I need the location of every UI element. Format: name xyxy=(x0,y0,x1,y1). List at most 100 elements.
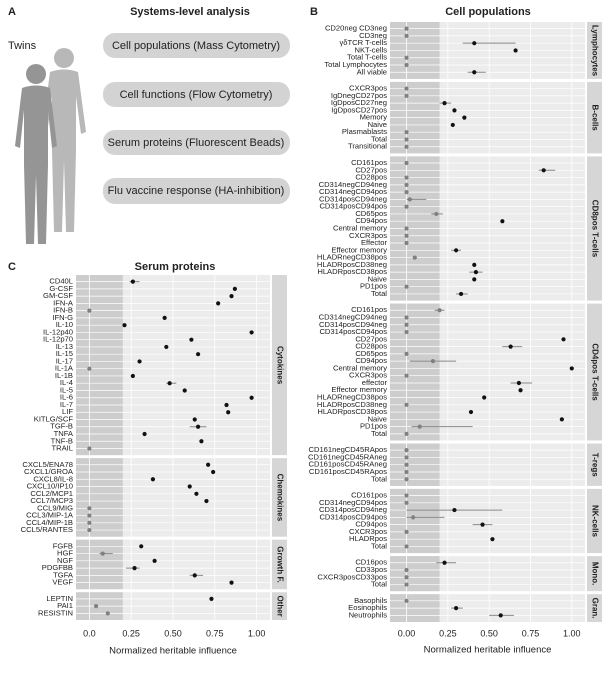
shaded-region xyxy=(76,539,123,590)
row-label: CD161negCD45RApos xyxy=(308,445,387,454)
row-label: PD1pos xyxy=(360,422,387,431)
dot xyxy=(442,101,447,106)
row-label: Effector xyxy=(361,238,388,247)
row-label: CCL3/MIP-1A xyxy=(26,511,74,520)
row-label: CXCL1/GROA xyxy=(24,467,74,476)
row-label: CD3neg xyxy=(359,31,387,40)
dot xyxy=(216,301,221,306)
diagram-title: Systems-level analysis xyxy=(130,6,250,18)
row-label: CD16pos xyxy=(355,558,387,567)
row-label: IgDnegCD27pos xyxy=(331,91,387,100)
row-label: Total xyxy=(371,474,387,483)
facet-strip xyxy=(587,156,602,301)
dot xyxy=(452,507,457,513)
box-label: Flu vaccine response (HA-inhibition) xyxy=(108,185,285,197)
row-label: TGFA xyxy=(53,570,74,579)
dot xyxy=(472,277,477,282)
dot xyxy=(137,359,142,364)
x-tick-label: 0.25 xyxy=(122,628,140,638)
row-label: CXCL8/IL-8 xyxy=(33,474,73,483)
row-label: Total Lymphocytes xyxy=(324,60,387,69)
dot xyxy=(404,462,409,467)
dot xyxy=(454,605,459,611)
silhouette-front xyxy=(15,64,57,244)
box-label: Serum proteins (Fluorescent Beads) xyxy=(108,137,285,149)
facet-label: Lymphocytes xyxy=(590,25,599,77)
row-label: Transitional xyxy=(348,142,387,151)
row-label: IL-7 xyxy=(60,400,73,409)
row-label: Total xyxy=(371,289,387,298)
dot xyxy=(195,352,201,357)
row-label: CD161negCD45RAneg xyxy=(308,452,387,461)
dot xyxy=(404,204,409,209)
row-label: γδTCR T-cells xyxy=(339,38,387,47)
dot xyxy=(404,240,409,246)
dot xyxy=(164,344,169,350)
row-label: Central memory xyxy=(333,363,387,372)
row-label: VEGF xyxy=(52,578,73,587)
chart-title: Cell populations xyxy=(445,6,531,18)
dot xyxy=(192,573,197,578)
row-label: CD314negCD94neg xyxy=(319,313,387,322)
row-label: NKT-cells xyxy=(355,45,388,54)
row-label: CCL7/MCP3 xyxy=(30,496,73,505)
dot xyxy=(430,359,436,364)
row-label: CD20neg CD3neg xyxy=(325,24,387,33)
row-label: LIF xyxy=(62,407,73,416)
row-label: Neutrophils xyxy=(349,610,388,619)
dot xyxy=(404,93,409,98)
row-label: PD1pos xyxy=(360,282,387,291)
panel-label: B xyxy=(310,6,318,18)
dot xyxy=(434,211,439,217)
row-label: IFN-B xyxy=(53,306,73,315)
x-tick-label: 0.0 xyxy=(83,628,96,638)
row-label: CD161posCD45RAneg xyxy=(308,460,387,469)
row-label: HLADRpos xyxy=(349,534,387,543)
row-label: PAI1 xyxy=(57,601,73,610)
row-label: Total xyxy=(371,541,387,550)
dot xyxy=(229,294,234,299)
row-label: Naive xyxy=(368,274,387,283)
box-label: Cell functions (Flow Cytometry) xyxy=(120,89,273,101)
facet-strip xyxy=(272,458,287,537)
silhouette-back xyxy=(42,48,86,232)
facet-label: NK-cells xyxy=(590,505,599,538)
row-label: CD65pos xyxy=(355,349,387,358)
dot xyxy=(404,431,409,436)
dot xyxy=(490,537,495,542)
row-label: GM-CSF xyxy=(43,291,73,300)
x-tick-label: 0.50 xyxy=(164,628,182,638)
x-tick-label: 0.75 xyxy=(522,628,540,638)
box xyxy=(103,82,290,107)
facet-strip xyxy=(587,303,602,441)
chart-title: Serum proteins xyxy=(135,261,216,273)
row-label: Effector memory xyxy=(331,385,387,394)
dot xyxy=(404,469,409,475)
row-label: CD28pos xyxy=(355,173,387,182)
x-tick-label: 0.00 xyxy=(398,628,416,638)
dot xyxy=(87,308,92,313)
dot xyxy=(249,330,254,335)
row-label: HLADRposCD38neg xyxy=(317,400,387,409)
row-label: TGF-B xyxy=(50,422,73,431)
row-label: IL-12p70 xyxy=(43,335,73,344)
dot xyxy=(500,219,505,224)
row-label: TNF-B xyxy=(51,436,73,445)
x-axis-title: Normalized heritable influence xyxy=(109,646,237,657)
box xyxy=(103,33,290,58)
row-label: CD314posCD94pos xyxy=(319,327,387,336)
row-label: Naive xyxy=(368,120,387,129)
facet-label: Growth F. xyxy=(275,546,284,582)
dot xyxy=(404,544,409,549)
dot xyxy=(482,395,487,400)
row-label: CD33pos xyxy=(355,565,387,574)
shaded-region xyxy=(390,556,440,592)
facet-label: Chemokines xyxy=(275,474,284,522)
row-label: CXCL5/ENA78 xyxy=(22,460,73,469)
row-label: CD161posCD45RApos xyxy=(309,467,387,476)
row-label: CCL2/MCP1 xyxy=(30,489,73,498)
facet-strip xyxy=(587,488,602,554)
facet-strip xyxy=(272,275,287,456)
row-label: Plasmablasts xyxy=(342,127,387,136)
